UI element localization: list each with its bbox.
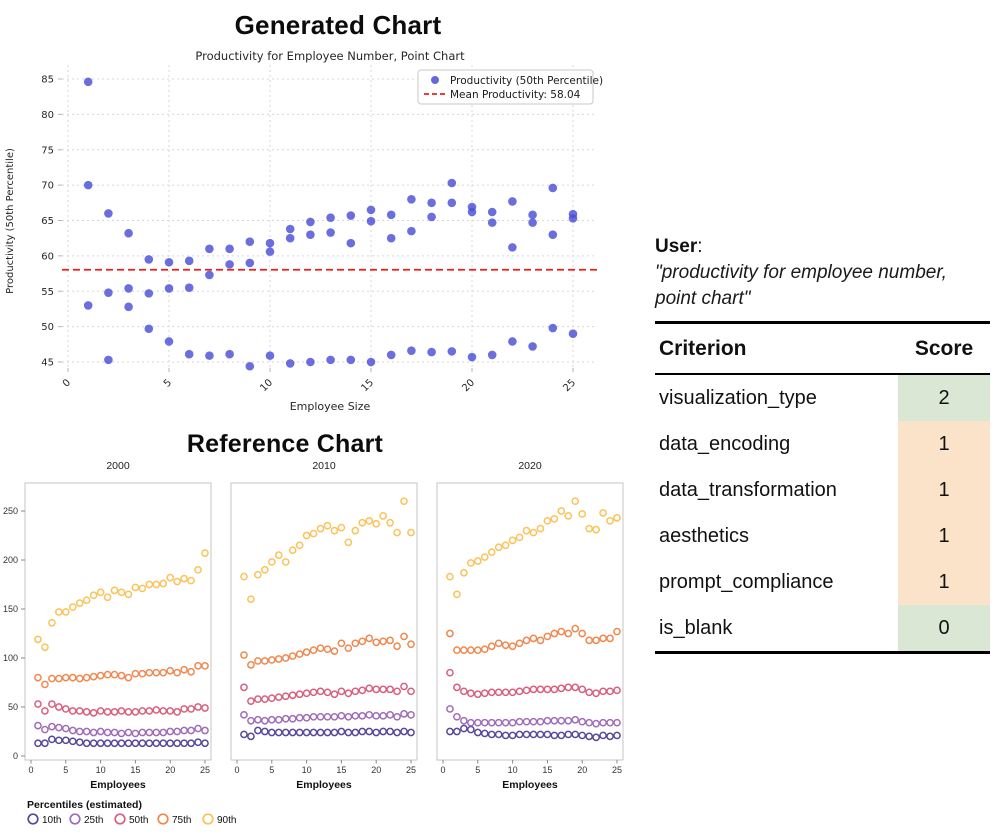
svg-text:Employees: Employees	[296, 779, 352, 791]
svg-text:25: 25	[406, 765, 416, 775]
svg-text:200: 200	[3, 555, 18, 565]
svg-text:0: 0	[28, 765, 33, 775]
svg-text:20: 20	[165, 765, 175, 775]
svg-text:50: 50	[41, 322, 54, 333]
svg-text:25: 25	[200, 765, 210, 775]
svg-text:0: 0	[13, 751, 18, 761]
criterion-header: Criterion	[659, 336, 747, 360]
svg-text:5: 5	[63, 765, 68, 775]
svg-text:100: 100	[3, 653, 18, 663]
svg-text:2010: 2010	[312, 460, 336, 472]
svg-text:Employees: Employees	[90, 779, 146, 791]
svg-text:55: 55	[41, 287, 54, 298]
svg-text:10: 10	[96, 765, 106, 775]
user-label: User:	[655, 234, 990, 259]
svg-text:2000: 2000	[106, 460, 130, 472]
score-cell: 0	[898, 605, 990, 651]
score-cell: 1	[898, 513, 990, 559]
svg-text:Productivity for Employee Numb: Productivity for Employee Number, Point …	[195, 49, 465, 63]
svg-text:5: 5	[269, 765, 274, 775]
user-label-colon: :	[697, 236, 703, 257]
svg-text:10th: 10th	[42, 815, 61, 826]
reference-chart-title: Reference Chart	[186, 430, 384, 458]
svg-text:2020: 2020	[518, 460, 542, 472]
svg-text:Percentiles (estimated): Percentiles (estimated)	[27, 799, 142, 811]
svg-text:5: 5	[475, 765, 480, 775]
table-row: visualization_type 2	[655, 375, 990, 421]
generated-chart-title: Generated Chart	[234, 10, 442, 40]
svg-text:10: 10	[302, 765, 312, 775]
svg-text:Productivity (50th Percentile): Productivity (50th Percentile)	[450, 75, 603, 87]
table-row: is_blank 0	[655, 605, 990, 651]
svg-text:10: 10	[258, 377, 275, 394]
table-row: prompt_compliance 1	[655, 559, 990, 605]
generated-chart-canvas: Productivity for Employee Number, Point …	[5, 49, 603, 413]
score-header: Score	[914, 336, 974, 360]
svg-text:75: 75	[41, 145, 54, 156]
svg-text:0: 0	[61, 377, 73, 389]
criterion-cell: aesthetics	[659, 524, 750, 547]
svg-text:20: 20	[371, 765, 381, 775]
evaluation-panel: User: "productivity for employee number,…	[655, 234, 990, 654]
svg-text:250: 250	[3, 506, 18, 516]
svg-text:50th: 50th	[129, 815, 148, 826]
svg-text:Employee Size: Employee Size	[290, 400, 371, 413]
user-label-bold: User	[655, 236, 698, 257]
svg-text:80: 80	[41, 110, 54, 121]
svg-text:25th: 25th	[84, 815, 103, 826]
score-cell: 2	[898, 375, 990, 421]
svg-text:15: 15	[130, 765, 140, 775]
svg-text:20: 20	[577, 765, 587, 775]
svg-text:0: 0	[440, 765, 445, 775]
criterion-cell: data_encoding	[659, 432, 791, 455]
svg-text:Mean Productivity: 58.04: Mean Productivity: 58.04	[450, 89, 581, 101]
svg-text:70: 70	[41, 181, 54, 192]
svg-text:65: 65	[41, 216, 54, 227]
svg-text:60: 60	[41, 251, 54, 262]
svg-text:15: 15	[359, 377, 376, 394]
score-table-body: visualization_type 2 data_encoding 1 data_tr…	[655, 375, 990, 651]
svg-text:90th: 90th	[217, 815, 236, 826]
score-cell: 1	[898, 467, 990, 513]
svg-text:15: 15	[542, 765, 552, 775]
svg-text:50: 50	[8, 702, 18, 712]
svg-text:0: 0	[234, 765, 239, 775]
svg-text:75th: 75th	[172, 815, 191, 826]
score-cell: 1	[898, 559, 990, 605]
svg-text:150: 150	[3, 604, 18, 614]
svg-text:10: 10	[508, 765, 518, 775]
user-prompt-quote: "productivity for employee number, point…	[655, 262, 947, 309]
table-row: data_transformation 1	[655, 467, 990, 513]
svg-text:20: 20	[460, 377, 477, 394]
svg-text:25: 25	[561, 377, 578, 394]
table-row: data_encoding 1	[655, 421, 990, 467]
score-cell: 1	[898, 421, 990, 467]
svg-text:85: 85	[41, 75, 54, 86]
svg-text:Employees: Employees	[502, 779, 558, 791]
svg-text:5: 5	[162, 377, 174, 389]
score-table-header: Criterion Score	[655, 324, 990, 375]
score-table: Criterion Score visualization_type 2 data_…	[655, 321, 990, 654]
table-row: aesthetics 1	[655, 513, 990, 559]
criterion-cell: is_blank	[659, 616, 733, 639]
criterion-cell: visualization_type	[659, 386, 817, 409]
svg-text:Productivity (50th Percentile): Productivity (50th Percentile)	[5, 148, 16, 294]
criterion-cell: prompt_compliance	[659, 570, 834, 593]
criterion-cell: data_transformation	[659, 478, 837, 501]
svg-text:25: 25	[612, 765, 622, 775]
svg-text:15: 15	[336, 765, 346, 775]
svg-text:45: 45	[41, 358, 54, 369]
